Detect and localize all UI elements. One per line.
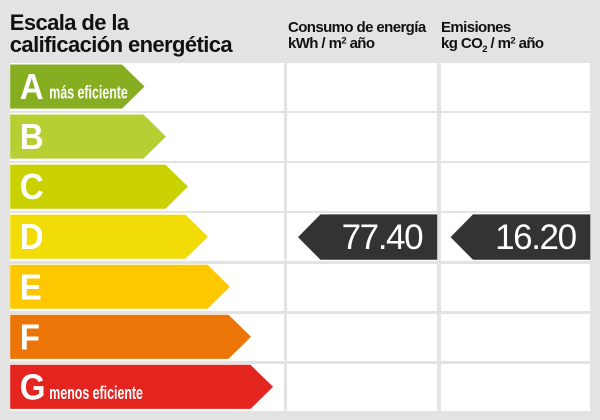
svg-text:D: D — [20, 218, 44, 258]
svg-text:C: C — [20, 168, 44, 208]
svg-text:G: G — [20, 368, 46, 408]
svg-text:más eficiente: más eficiente — [49, 83, 128, 103]
svg-text:A: A — [20, 68, 44, 108]
svg-text:77.40: 77.40 — [342, 218, 424, 257]
svg-text:menos eficiente: menos eficiente — [49, 384, 143, 404]
svg-text:16.20: 16.20 — [495, 218, 577, 257]
svg-text:E: E — [20, 268, 42, 308]
svg-text:F: F — [20, 318, 40, 358]
svg-text:B: B — [20, 118, 44, 158]
